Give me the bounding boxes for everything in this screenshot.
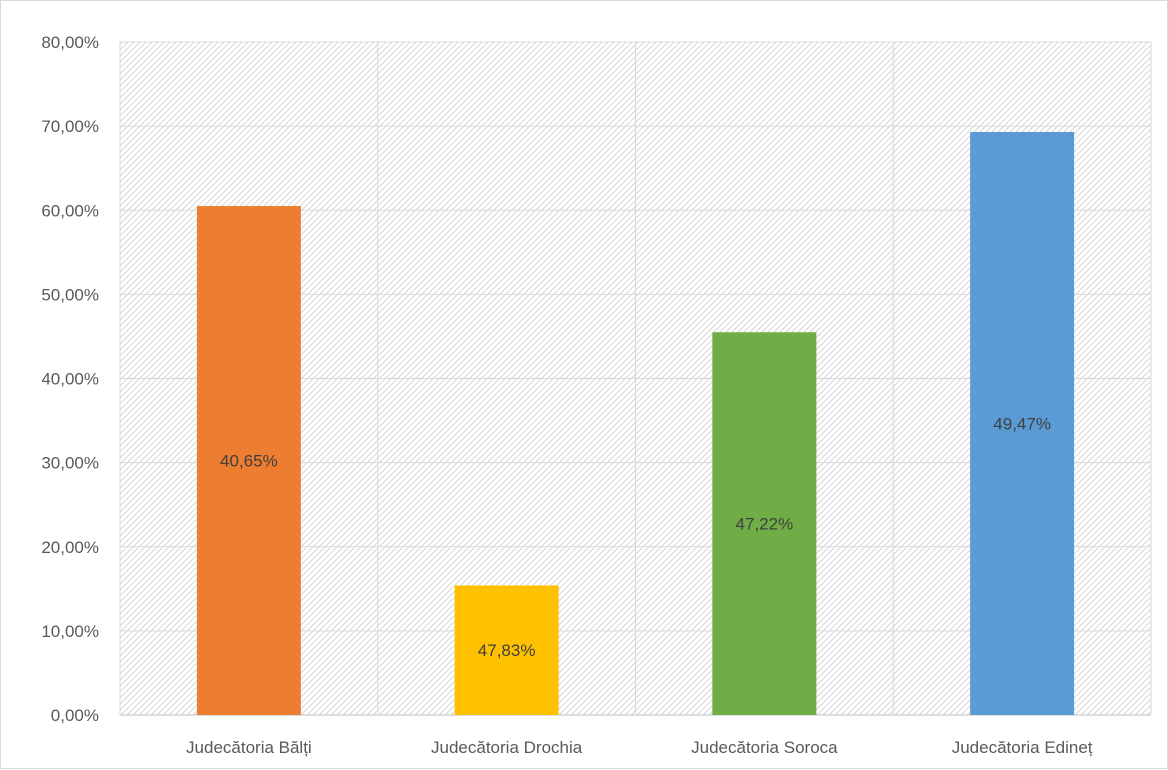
y-tick-label: 60,00% bbox=[41, 201, 99, 220]
category-label: Judecătoria Soroca bbox=[691, 738, 838, 757]
category-label: Judecătoria Drochia bbox=[431, 738, 583, 757]
data-labels: 40,65% 47,83% 47,22% 49,47% bbox=[220, 415, 1051, 661]
category-label: Judecătoria Edineț bbox=[952, 738, 1093, 757]
bar bbox=[970, 132, 1075, 716]
x-axis: Judecătoria Bălți Judecătoria Drochia Jude… bbox=[186, 738, 1093, 757]
data-label: 47,83% bbox=[478, 641, 536, 660]
data-label: 47,22% bbox=[736, 515, 794, 534]
y-tick-label: 20,00% bbox=[41, 538, 99, 557]
y-tick-label: 50,00% bbox=[41, 285, 99, 304]
bar bbox=[454, 585, 559, 715]
y-tick-label: 40,00% bbox=[41, 370, 99, 389]
y-tick-label: 10,00% bbox=[41, 622, 99, 641]
bars bbox=[196, 132, 1075, 716]
data-label: 40,65% bbox=[220, 452, 278, 471]
y-tick-label: 70,00% bbox=[41, 117, 99, 136]
bar bbox=[196, 206, 301, 715]
y-tick-label: 30,00% bbox=[41, 454, 99, 473]
bar bbox=[712, 332, 817, 715]
y-tick-label: 80,00% bbox=[41, 33, 99, 52]
y-tick-label: 0,00% bbox=[51, 706, 99, 725]
y-axis: 0,00% 10,00% 20,00% 30,00% 40,00% 50,00% 60,00… bbox=[41, 33, 99, 725]
data-label: 49,47% bbox=[993, 415, 1051, 434]
category-label: Judecătoria Bălți bbox=[186, 738, 312, 757]
